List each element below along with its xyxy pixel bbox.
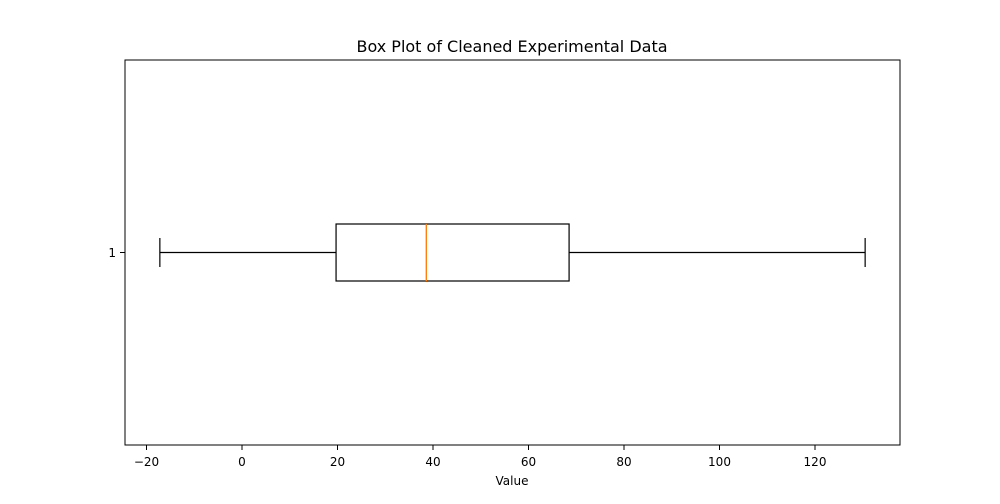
x-axis-label: Value	[496, 474, 529, 488]
x-tick-label: −20	[134, 455, 159, 469]
x-axis: −20 0 20 40 60 80 100 120	[134, 445, 827, 469]
chart-title: Box Plot of Cleaned Experimental Data	[356, 37, 667, 56]
boxes-layer	[159, 223, 866, 282]
y-axis: 1	[108, 246, 125, 260]
x-tick-label: 60	[521, 455, 536, 469]
y-tick-label: 1	[108, 246, 116, 260]
x-tick-label: 40	[425, 455, 440, 469]
x-tick-label: 120	[804, 455, 827, 469]
x-tick-label: 0	[238, 455, 246, 469]
x-tick-label: 100	[708, 455, 731, 469]
x-tick-label: 80	[616, 455, 631, 469]
box-group	[159, 223, 866, 282]
x-tick-label: 20	[330, 455, 345, 469]
interquartile-box	[335, 223, 570, 282]
